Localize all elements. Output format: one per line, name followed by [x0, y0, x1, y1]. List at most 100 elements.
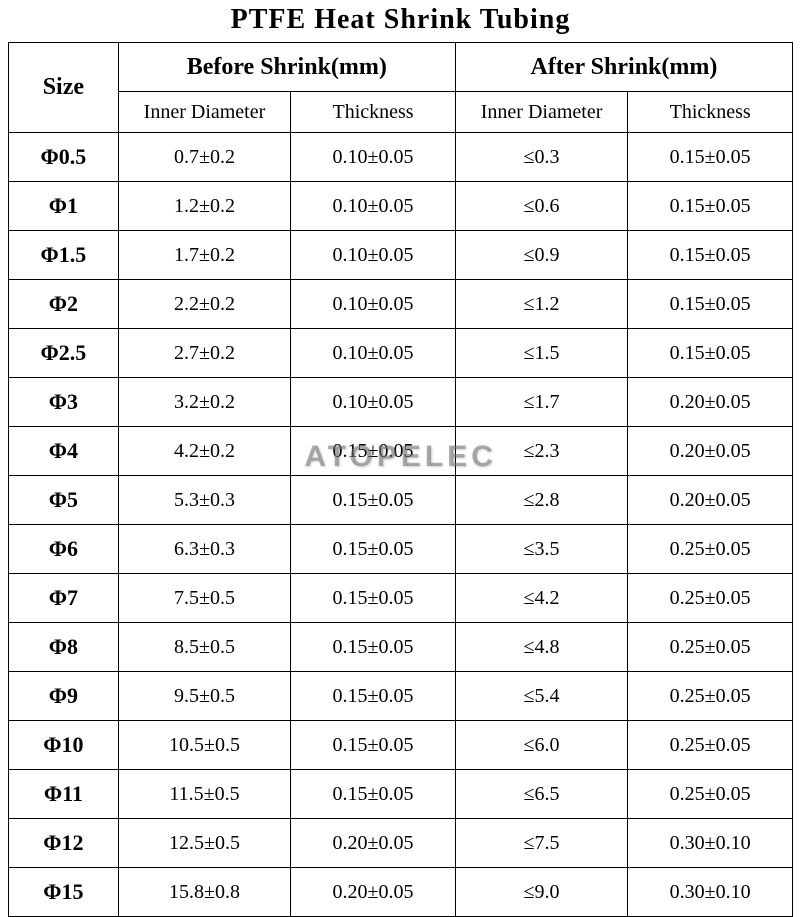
cell-after-inner-diameter: ≤6.5 [455, 770, 627, 819]
cell-before-thickness: 0.10±0.05 [291, 378, 456, 427]
col-before-inner-diameter: Inner Diameter [118, 92, 290, 133]
cell-after-inner-diameter: ≤1.2 [455, 280, 627, 329]
cell-before-thickness: 0.10±0.05 [291, 329, 456, 378]
cell-after-inner-diameter: ≤2.3 [455, 427, 627, 476]
cell-after-inner-diameter: ≤2.8 [455, 476, 627, 525]
cell-after-thickness: 0.20±0.05 [628, 476, 793, 525]
table-row: Φ1111.5±0.50.15±0.05≤6.50.25±0.05 [9, 770, 793, 819]
cell-before-inner-diameter: 1.2±0.2 [118, 182, 290, 231]
cell-size: Φ6 [9, 525, 119, 574]
table-row: Φ44.2±0.20.15±0.05≤2.30.20±0.05 [9, 427, 793, 476]
col-before-group: Before Shrink(mm) [118, 43, 455, 92]
cell-size: Φ1.5 [9, 231, 119, 280]
cell-after-inner-diameter: ≤0.6 [455, 182, 627, 231]
cell-size: Φ9 [9, 672, 119, 721]
cell-after-thickness: 0.20±0.05 [628, 427, 793, 476]
table-row: Φ1515.8±0.80.20±0.05≤9.00.30±0.10 [9, 868, 793, 917]
cell-after-thickness: 0.25±0.05 [628, 721, 793, 770]
cell-after-inner-diameter: ≤5.4 [455, 672, 627, 721]
table-row: Φ1010.5±0.50.15±0.05≤6.00.25±0.05 [9, 721, 793, 770]
table-row: Φ22.2±0.20.10±0.05≤1.20.15±0.05 [9, 280, 793, 329]
cell-size: Φ2.5 [9, 329, 119, 378]
cell-after-thickness: 0.15±0.05 [628, 329, 793, 378]
cell-before-inner-diameter: 6.3±0.3 [118, 525, 290, 574]
cell-before-inner-diameter: 4.2±0.2 [118, 427, 290, 476]
cell-before-inner-diameter: 7.5±0.5 [118, 574, 290, 623]
cell-size: Φ15 [9, 868, 119, 917]
table-row: Φ0.50.7±0.20.10±0.05≤0.30.15±0.05 [9, 133, 793, 182]
cell-before-thickness: 0.15±0.05 [291, 525, 456, 574]
cell-after-thickness: 0.30±0.10 [628, 819, 793, 868]
cell-after-inner-diameter: ≤0.3 [455, 133, 627, 182]
cell-before-inner-diameter: 12.5±0.5 [118, 819, 290, 868]
cell-size: Φ7 [9, 574, 119, 623]
cell-before-inner-diameter: 5.3±0.3 [118, 476, 290, 525]
cell-after-inner-diameter: ≤6.0 [455, 721, 627, 770]
cell-size: Φ0.5 [9, 133, 119, 182]
cell-before-inner-diameter: 3.2±0.2 [118, 378, 290, 427]
cell-before-thickness: 0.15±0.05 [291, 574, 456, 623]
cell-before-inner-diameter: 10.5±0.5 [118, 721, 290, 770]
table-row: Φ55.3±0.30.15±0.05≤2.80.20±0.05 [9, 476, 793, 525]
cell-after-thickness: 0.25±0.05 [628, 672, 793, 721]
cell-after-inner-diameter: ≤3.5 [455, 525, 627, 574]
col-after-group: After Shrink(mm) [455, 43, 792, 92]
cell-after-thickness: 0.30±0.10 [628, 868, 793, 917]
table-row: Φ2.52.7±0.20.10±0.05≤1.50.15±0.05 [9, 329, 793, 378]
cell-size: Φ10 [9, 721, 119, 770]
cell-before-thickness: 0.15±0.05 [291, 623, 456, 672]
cell-after-thickness: 0.15±0.05 [628, 231, 793, 280]
cell-size: Φ2 [9, 280, 119, 329]
table-row: Φ99.5±0.50.15±0.05≤5.40.25±0.05 [9, 672, 793, 721]
cell-size: Φ11 [9, 770, 119, 819]
cell-after-thickness: 0.25±0.05 [628, 574, 793, 623]
page-title: PTFE Heat Shrink Tubing [8, 4, 793, 36]
cell-after-inner-diameter: ≤4.2 [455, 574, 627, 623]
cell-after-thickness: 0.15±0.05 [628, 280, 793, 329]
cell-before-thickness: 0.15±0.05 [291, 476, 456, 525]
table-row: Φ77.5±0.50.15±0.05≤4.20.25±0.05 [9, 574, 793, 623]
cell-before-thickness: 0.10±0.05 [291, 280, 456, 329]
cell-size: Φ1 [9, 182, 119, 231]
spec-table: Size Before Shrink(mm) After Shrink(mm) … [8, 42, 793, 917]
cell-before-inner-diameter: 2.7±0.2 [118, 329, 290, 378]
col-after-thickness: Thickness [628, 92, 793, 133]
page: PTFE Heat Shrink Tubing Size Before Shri… [0, 0, 801, 910]
cell-before-thickness: 0.15±0.05 [291, 672, 456, 721]
cell-before-thickness: 0.10±0.05 [291, 133, 456, 182]
cell-before-inner-diameter: 0.7±0.2 [118, 133, 290, 182]
cell-size: Φ8 [9, 623, 119, 672]
col-before-thickness: Thickness [291, 92, 456, 133]
cell-after-inner-diameter: ≤7.5 [455, 819, 627, 868]
cell-before-inner-diameter: 9.5±0.5 [118, 672, 290, 721]
col-after-inner-diameter: Inner Diameter [455, 92, 627, 133]
cell-after-inner-diameter: ≤1.5 [455, 329, 627, 378]
cell-before-thickness: 0.10±0.05 [291, 231, 456, 280]
cell-before-inner-diameter: 15.8±0.8 [118, 868, 290, 917]
cell-size: Φ4 [9, 427, 119, 476]
cell-after-thickness: 0.25±0.05 [628, 623, 793, 672]
table-row: Φ66.3±0.30.15±0.05≤3.50.25±0.05 [9, 525, 793, 574]
cell-after-thickness: 0.15±0.05 [628, 133, 793, 182]
cell-after-thickness: 0.15±0.05 [628, 182, 793, 231]
cell-size: Φ12 [9, 819, 119, 868]
cell-after-thickness: 0.20±0.05 [628, 378, 793, 427]
table-row: Φ1.51.7±0.20.10±0.05≤0.90.15±0.05 [9, 231, 793, 280]
table-row: Φ1212.5±0.50.20±0.05≤7.50.30±0.10 [9, 819, 793, 868]
cell-before-thickness: 0.15±0.05 [291, 770, 456, 819]
cell-after-inner-diameter: ≤0.9 [455, 231, 627, 280]
cell-before-inner-diameter: 1.7±0.2 [118, 231, 290, 280]
cell-before-inner-diameter: 8.5±0.5 [118, 623, 290, 672]
table-row: Φ11.2±0.20.10±0.05≤0.60.15±0.05 [9, 182, 793, 231]
table-body: Φ0.50.7±0.20.10±0.05≤0.30.15±0.05Φ11.2±0… [9, 133, 793, 917]
cell-after-thickness: 0.25±0.05 [628, 770, 793, 819]
cell-after-inner-diameter: ≤9.0 [455, 868, 627, 917]
cell-before-thickness: 0.20±0.05 [291, 819, 456, 868]
cell-before-thickness: 0.20±0.05 [291, 868, 456, 917]
table-header: Size Before Shrink(mm) After Shrink(mm) … [9, 43, 793, 133]
table-row: Φ33.2±0.20.10±0.05≤1.70.20±0.05 [9, 378, 793, 427]
cell-size: Φ5 [9, 476, 119, 525]
cell-before-inner-diameter: 2.2±0.2 [118, 280, 290, 329]
cell-before-inner-diameter: 11.5±0.5 [118, 770, 290, 819]
col-size: Size [9, 43, 119, 133]
